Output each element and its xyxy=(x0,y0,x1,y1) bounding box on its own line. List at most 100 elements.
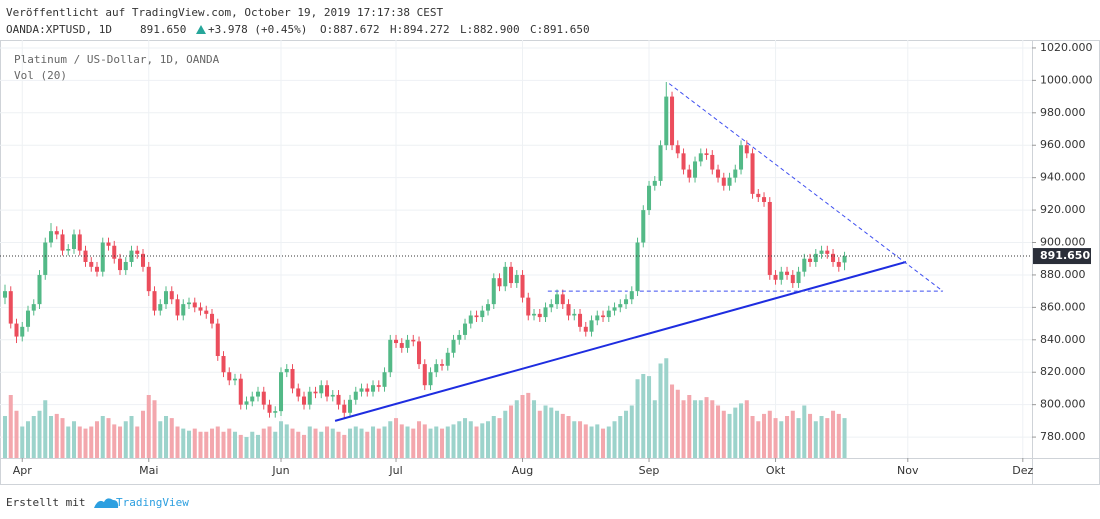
candle-body xyxy=(451,339,456,353)
volume-bar xyxy=(440,428,445,458)
volume-bar xyxy=(43,400,48,458)
candle-body xyxy=(790,274,795,284)
candle-body xyxy=(543,307,548,318)
candle-body xyxy=(319,385,324,394)
volume-bar xyxy=(704,397,709,458)
volume-bar xyxy=(399,424,404,458)
published: Veröffentlicht auf TradingView.com, Octo… xyxy=(6,6,443,19)
volume-bar xyxy=(365,431,370,458)
volume-bar xyxy=(319,431,324,458)
volume-bar xyxy=(307,426,312,458)
candle-body xyxy=(238,378,243,405)
volume-bar xyxy=(744,400,749,458)
volume-bar xyxy=(359,428,364,458)
candle-body xyxy=(100,242,105,272)
volume-bar xyxy=(221,431,226,458)
candle-body xyxy=(733,169,738,178)
volume-bar xyxy=(612,421,617,458)
candle-body xyxy=(227,372,232,381)
y-tick-label: 960.000 xyxy=(1040,138,1086,151)
candle-body xyxy=(186,302,192,305)
volume-bar xyxy=(181,428,186,458)
volume-bar xyxy=(60,418,65,458)
candle-body xyxy=(48,231,54,243)
volume-bar xyxy=(422,424,427,458)
volume-bar xyxy=(250,431,255,458)
volume-bar xyxy=(209,428,215,458)
candle-body xyxy=(762,197,767,202)
x-tick-label: Dez xyxy=(1012,464,1033,477)
y-tick-label: 920.000 xyxy=(1040,203,1086,216)
volume-bar xyxy=(434,426,439,458)
candle-body xyxy=(37,274,42,305)
candle-body xyxy=(284,368,289,373)
candle-body xyxy=(675,145,680,154)
volume-bar xyxy=(146,395,151,458)
volume-bar xyxy=(20,426,25,458)
volume-bar xyxy=(388,421,393,458)
volume-bar xyxy=(681,400,686,458)
candle-body xyxy=(595,315,600,321)
candle-body xyxy=(779,271,784,280)
candle-body xyxy=(532,313,537,316)
candle-body xyxy=(181,304,186,316)
low: L:882.900 xyxy=(460,23,520,36)
candle-body xyxy=(802,258,807,272)
volume-bar xyxy=(629,405,634,458)
tv-logo xyxy=(94,498,119,508)
candle-body xyxy=(428,372,433,386)
volume-bar xyxy=(710,400,715,458)
close: C:891.650 xyxy=(530,23,590,36)
candle-body xyxy=(20,326,25,337)
candle-body xyxy=(664,96,669,146)
candle-body xyxy=(54,231,59,235)
volume-bar xyxy=(135,426,140,458)
candle-body xyxy=(468,315,473,324)
volume-bar xyxy=(796,418,801,458)
volume-bar xyxy=(290,428,295,458)
candle-body xyxy=(66,249,71,251)
volume-bar xyxy=(25,421,31,458)
volume-bar xyxy=(273,431,278,458)
footer-text: Erstellt mit xyxy=(6,496,85,509)
candle-body xyxy=(509,266,514,284)
candle-body xyxy=(129,250,134,262)
volume-bar xyxy=(532,400,537,458)
candle-body xyxy=(491,278,496,305)
volume-bar xyxy=(37,410,42,458)
legend-volume: Vol (20) xyxy=(14,69,67,82)
candle-body xyxy=(480,310,485,318)
volume-bar xyxy=(606,426,611,458)
volume-bar xyxy=(785,416,790,458)
candle-body xyxy=(342,404,347,413)
volume-bar xyxy=(641,374,646,458)
volume-bar xyxy=(836,413,841,458)
volume-bar xyxy=(790,410,795,458)
volume-bar xyxy=(244,437,249,458)
candle-body xyxy=(606,310,611,318)
volume-bar xyxy=(66,426,71,458)
volume-bar xyxy=(302,434,307,458)
candle-body xyxy=(209,313,215,324)
volume-bar xyxy=(647,376,652,458)
candle-body xyxy=(279,372,284,412)
x-tick-label: Nov xyxy=(897,464,919,477)
volume-bar xyxy=(566,416,571,458)
candle-body xyxy=(112,245,117,259)
volume-bar xyxy=(233,431,238,458)
candle-body xyxy=(457,334,462,340)
volume-bar xyxy=(342,434,347,458)
candle-body xyxy=(658,145,663,181)
volume-bar xyxy=(348,428,353,458)
volume-bar xyxy=(560,413,565,458)
volume-bar xyxy=(773,418,778,458)
candle-body xyxy=(325,385,330,397)
volume-bar xyxy=(526,392,531,458)
volume-bar xyxy=(71,421,77,458)
candle-body xyxy=(169,291,174,300)
candle-body xyxy=(756,193,761,198)
x-tick-label: Jul xyxy=(388,464,402,477)
y-tick-label: 820.000 xyxy=(1040,365,1086,378)
volume-bar xyxy=(169,418,174,458)
